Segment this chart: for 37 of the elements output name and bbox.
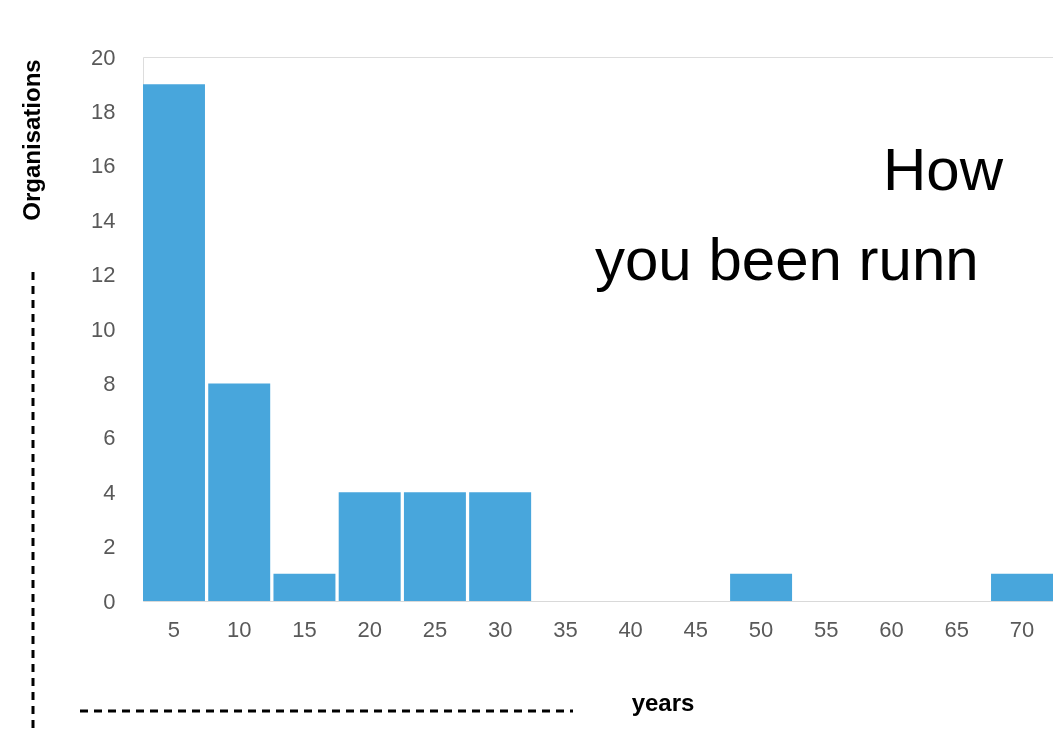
y-tick-label: 12 [91, 262, 116, 288]
annotation: you been runn [595, 226, 979, 293]
x-tick-label: 30 [487, 616, 513, 642]
y-axis-title: Organisations [18, 59, 45, 221]
y-tick-label: 20 [91, 44, 116, 70]
bar [338, 492, 401, 601]
x-tick-label: 70 [1009, 616, 1035, 642]
y-tick-label: 14 [91, 207, 116, 233]
annotation: How [883, 136, 1004, 203]
x-tick-label: 60 [879, 616, 904, 642]
y-tick-label: 6 [103, 425, 116, 451]
x-tick-label: 55 [814, 616, 839, 642]
bar [730, 573, 793, 601]
bar [403, 492, 466, 601]
x-tick-label: 50 [748, 616, 774, 642]
x-tick-label: 5 [167, 616, 181, 642]
y-tick-label: 16 [91, 153, 116, 179]
y-tick-label: 4 [103, 479, 116, 505]
x-tick-label: 40 [618, 616, 643, 642]
x-tick-label: 25 [422, 616, 448, 642]
x-axis-title: years [631, 689, 695, 716]
y-tick-label: 8 [103, 370, 116, 396]
x-tick-label: 20 [357, 616, 382, 642]
y-tick-label: 0 [103, 588, 116, 614]
bar [273, 573, 336, 601]
bar [991, 573, 1053, 601]
bar [208, 383, 271, 601]
x-tick-label: 65 [944, 616, 970, 642]
x-tick-label: 45 [683, 616, 709, 642]
x-tick-label: 15 [292, 616, 317, 642]
x-tick-label: 35 [553, 616, 578, 642]
y-tick-label: 18 [91, 98, 116, 124]
y-tick-label: 10 [91, 316, 116, 342]
bar [143, 84, 205, 601]
bar [469, 492, 532, 601]
x-tick-label: 10 [226, 616, 252, 642]
y-tick-label: 2 [103, 534, 116, 560]
